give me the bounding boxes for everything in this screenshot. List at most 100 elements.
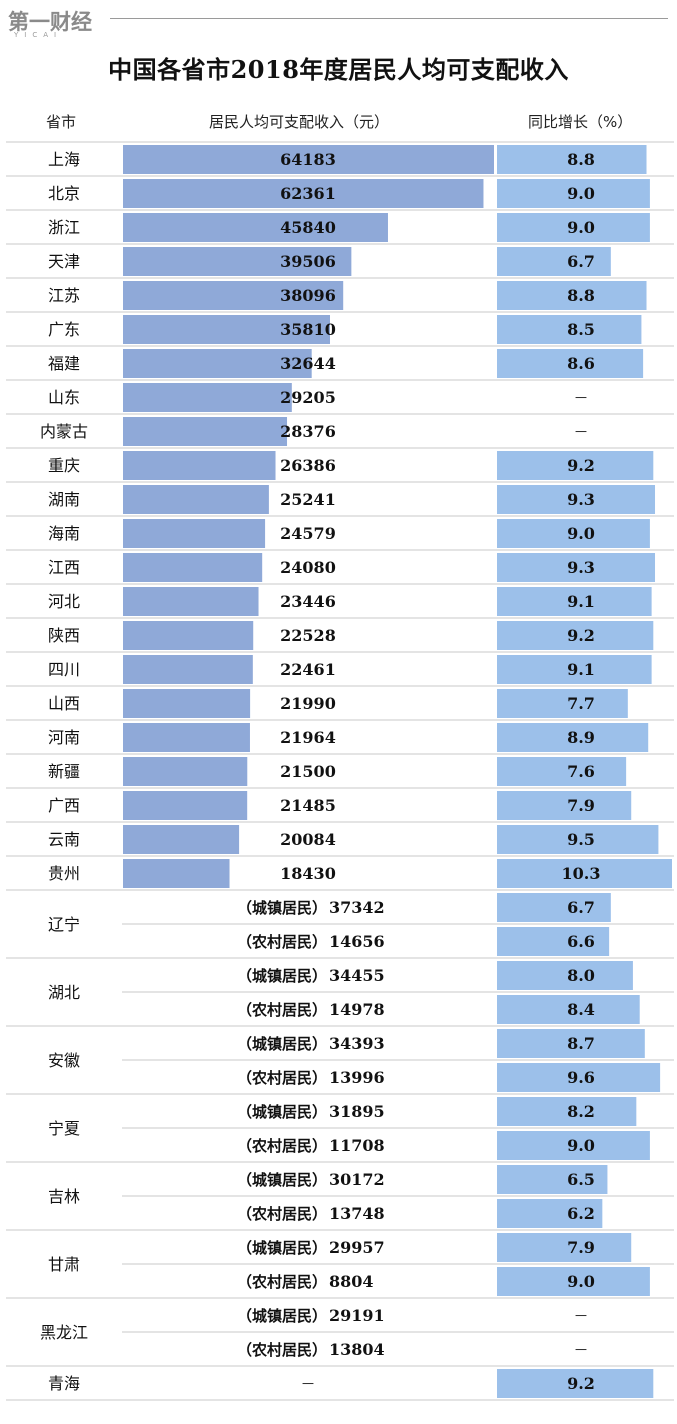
- resident-type-label: （城镇居民）: [237, 1035, 327, 1053]
- province-label: 宁夏: [48, 1119, 80, 1138]
- growth-value: 8.9: [567, 728, 595, 747]
- income-value: 22461: [280, 660, 336, 679]
- income-value: 35810: [280, 320, 336, 339]
- growth-value: 9.0: [567, 1272, 595, 1291]
- growth-bar: [497, 1131, 650, 1160]
- resident-type-label: （城镇居民）: [237, 1239, 327, 1257]
- growth-value: 9.2: [567, 626, 595, 645]
- income-value: 21990: [280, 694, 336, 713]
- income-bar: [123, 553, 263, 582]
- income-value: 29205: [280, 388, 336, 407]
- growth-bar: [497, 859, 672, 888]
- income-bar: [123, 417, 288, 446]
- income-value: 26386: [280, 456, 336, 475]
- province-label: 海南: [48, 524, 80, 543]
- province-label: 内蒙古: [40, 422, 88, 441]
- province-label: 重庆: [48, 456, 80, 475]
- growth-value: 6.5: [567, 1170, 595, 1189]
- growth-value: 9.1: [567, 660, 595, 679]
- growth-value: 9.0: [567, 1136, 595, 1155]
- growth-bar: [497, 723, 649, 752]
- income-bar: [123, 247, 352, 276]
- growth-bar: [497, 1029, 645, 1058]
- income-value: 18430: [280, 864, 336, 883]
- growth-bar: [497, 791, 632, 820]
- growth-value: 8.8: [567, 286, 595, 305]
- yicai-logo: 第一财经 YICAI: [8, 6, 108, 40]
- province-label: 四川: [48, 660, 80, 679]
- income-value: 29191: [329, 1306, 385, 1325]
- income-value: 25241: [280, 490, 336, 509]
- resident-type-label: （农村居民）: [237, 933, 327, 951]
- income-value: 13804: [329, 1340, 385, 1359]
- income-value: 13996: [329, 1068, 385, 1087]
- income-bar: [123, 689, 251, 718]
- income-bar: [123, 281, 344, 310]
- income-bar: [123, 485, 269, 514]
- income-value: 22528: [280, 626, 336, 645]
- growth-bar: [497, 995, 640, 1024]
- province-label: 福建: [48, 354, 80, 373]
- province-label: 吉林: [48, 1187, 80, 1206]
- growth-value: 6.7: [567, 252, 595, 271]
- growth-bar: [497, 1199, 603, 1228]
- growth-bar: [497, 281, 647, 310]
- growth-value: 8.7: [567, 1034, 595, 1053]
- growth-value: 8.8: [567, 150, 595, 169]
- income-value: 28376: [280, 422, 336, 441]
- income-value: 62361: [280, 184, 336, 203]
- income-value: 32644: [280, 354, 336, 373]
- income-bar: [123, 145, 494, 174]
- income-value: 8804: [329, 1272, 374, 1291]
- resident-type-label: （城镇居民）: [237, 967, 327, 985]
- growth-bar: [497, 451, 654, 480]
- province-label: 湖南: [48, 490, 80, 509]
- header: 第一财经 YICAI: [0, 0, 677, 50]
- growth-value: 8.2: [567, 1102, 595, 1121]
- income-bar: [123, 519, 266, 548]
- growth-bar: [497, 655, 652, 684]
- growth-value: 8.5: [567, 320, 595, 339]
- province-label: 北京: [48, 184, 80, 203]
- resident-type-label: （农村居民）: [237, 1205, 327, 1223]
- income-value: 30172: [329, 1170, 385, 1189]
- income-missing-mark: －: [300, 1375, 315, 1393]
- growth-bar: [497, 179, 650, 208]
- column-header-income: 居民人均可支配收入（元）: [209, 113, 390, 131]
- province-label: 青海: [48, 1374, 80, 1393]
- income-value: 31895: [329, 1102, 385, 1121]
- province-label: 辽宁: [48, 915, 80, 934]
- income-bar: [123, 587, 259, 616]
- growth-bar: [497, 1063, 661, 1092]
- growth-bar: [497, 1233, 632, 1262]
- income-bar: [123, 757, 248, 786]
- income-value: 13748: [329, 1204, 385, 1223]
- growth-value: 7.9: [567, 796, 595, 815]
- income-value: 23446: [280, 592, 336, 611]
- province-label: 广西: [48, 796, 80, 815]
- income-value: 37342: [329, 898, 385, 917]
- income-bar: [123, 791, 248, 820]
- income-bar: [123, 315, 330, 344]
- income-value: 38096: [280, 286, 336, 305]
- province-label: 甘肃: [48, 1255, 80, 1274]
- province-label: 云南: [48, 830, 80, 849]
- growth-value: 9.3: [567, 490, 595, 509]
- income-value: 24579: [280, 524, 336, 543]
- growth-value: 7.6: [567, 762, 595, 781]
- growth-missing-mark: －: [573, 389, 588, 407]
- income-bar: [123, 179, 484, 208]
- income-bar: [123, 723, 250, 752]
- income-bar: [123, 349, 312, 378]
- growth-value: 9.2: [567, 456, 595, 475]
- province-label: 陕西: [48, 626, 80, 645]
- resident-type-label: （城镇居民）: [237, 899, 327, 917]
- income-value: 34393: [329, 1034, 385, 1053]
- income-bar: [123, 621, 254, 650]
- province-label: 安徽: [48, 1051, 80, 1070]
- growth-value: 9.0: [567, 524, 595, 543]
- growth-bar: [497, 961, 633, 990]
- province-label: 新疆: [48, 762, 80, 781]
- province-label: 浙江: [48, 218, 80, 237]
- growth-bar: [497, 757, 627, 786]
